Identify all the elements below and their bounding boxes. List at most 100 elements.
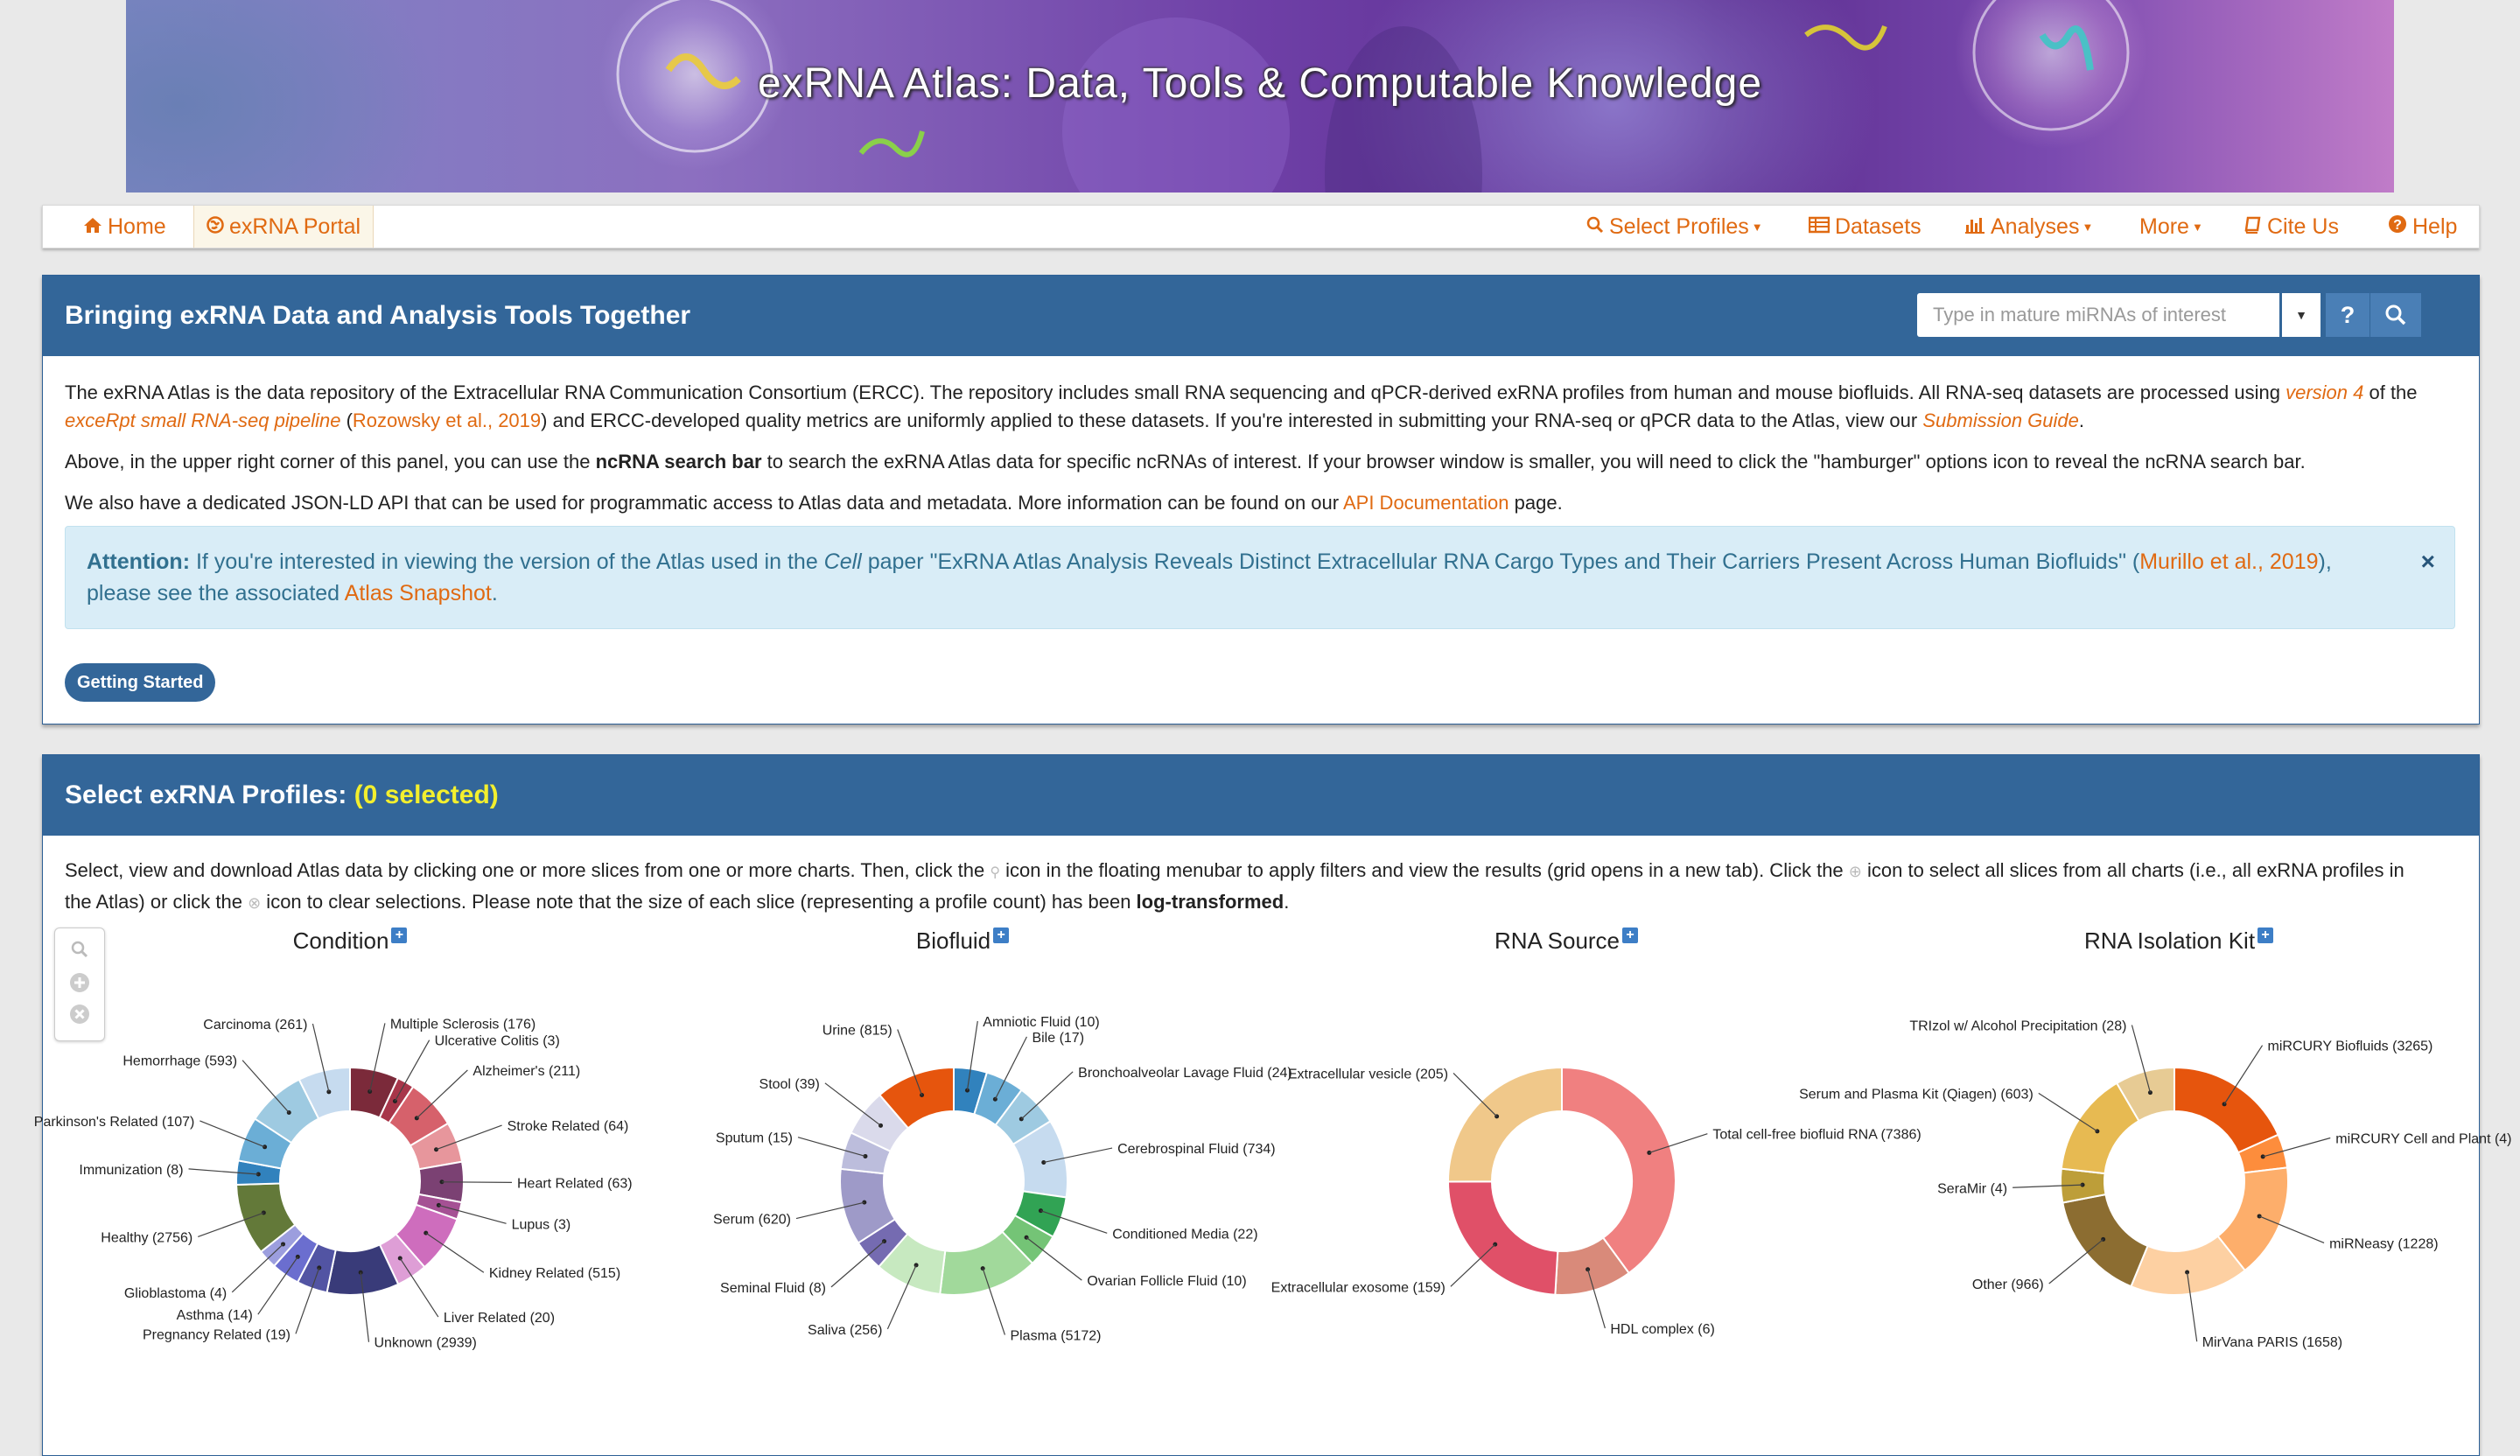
book-icon bbox=[2244, 206, 2262, 248]
text-span: paper "ExRNA Atlas Analysis Reveals Dist… bbox=[861, 550, 2140, 574]
nav-analyses[interactable]: Analyses ▼ bbox=[1964, 206, 2093, 248]
nav-cite-us[interactable]: Cite Us bbox=[2244, 206, 2339, 248]
expand-plus-icon[interactable]: + bbox=[2258, 928, 2274, 943]
text-span: ) and ERCC-developed quality metrics are… bbox=[541, 410, 1923, 431]
text-span: to search the exRNA Atlas data for speci… bbox=[761, 451, 2306, 472]
search-help-button[interactable]: ? bbox=[2326, 293, 2370, 337]
chart-title-text: RNA Isolation Kit bbox=[2083, 928, 2256, 954]
search-help-label: ? bbox=[2340, 302, 2356, 328]
nav-home[interactable]: Home bbox=[83, 206, 166, 248]
text-span: icon to select all slices from all chart… bbox=[1861, 859, 2404, 881]
close-icon[interactable]: × bbox=[2420, 548, 2435, 575]
expand-plus-icon[interactable]: + bbox=[993, 928, 1010, 943]
floating-menubar bbox=[54, 928, 105, 1041]
caret-down-icon: ▼ bbox=[2295, 308, 2307, 322]
text-span: We also have a dedicated JSON-LD API tha… bbox=[65, 492, 1343, 514]
api-documentation-link[interactable]: API Documentation bbox=[1342, 492, 1509, 514]
text-span: . bbox=[2078, 410, 2085, 431]
intro-panel-header: Bringing exRNA Data and Analysis Tools T… bbox=[43, 276, 2479, 356]
expand-plus-icon[interactable]: + bbox=[1622, 928, 1639, 943]
nav-analyses-label: Analyses bbox=[1991, 214, 2080, 239]
nav-select-profiles-label: Select Profiles bbox=[1609, 214, 1749, 239]
text-span: icon in the floating menubar to apply fi… bbox=[1000, 859, 1849, 881]
nav-datasets[interactable]: Datasets bbox=[1808, 206, 1922, 248]
nav-more[interactable]: More ▼ bbox=[2139, 206, 2203, 248]
text-span: of the bbox=[2363, 382, 2418, 403]
search-icon bbox=[1586, 206, 1604, 248]
text-span: page. bbox=[1508, 492, 1563, 514]
nav-exrna-portal-label: exRNA Portal bbox=[229, 214, 361, 239]
text-span: . bbox=[1284, 891, 1290, 913]
excerpt-pipeline-link[interactable]: exceRpt small RNA-seq pipeline bbox=[65, 410, 341, 431]
search-icon bbox=[2384, 304, 2407, 326]
attention-alert: Attention: If you're interested in viewi… bbox=[65, 526, 2455, 629]
intro-paragraph-3: We also have a dedicated JSON-LD API tha… bbox=[65, 489, 2462, 517]
submission-guide-link[interactable]: Submission Guide bbox=[1922, 410, 2079, 431]
intro-panel: Bringing exRNA Data and Analysis Tools T… bbox=[42, 275, 2480, 724]
attention-label: Attention: bbox=[87, 550, 191, 574]
atlas-snapshot-link[interactable]: Atlas Snapshot bbox=[344, 581, 492, 606]
chart-title-text: Biofluid bbox=[915, 928, 991, 954]
murillo-link[interactable]: Murillo et al., 2019 bbox=[2139, 550, 2319, 574]
intro-paragraph-1: The exRNA Atlas is the data repository o… bbox=[65, 379, 2462, 435]
pie-slice-extracellular-vesicle-205[interactable] bbox=[1446, 1066, 1563, 1183]
plus-circle-icon[interactable] bbox=[67, 970, 92, 995]
text-span: icon to clear selections. Please note th… bbox=[261, 891, 1137, 913]
table-icon bbox=[1808, 206, 1830, 248]
nav-help[interactable]: ? Help bbox=[2388, 206, 2457, 248]
nav-exrna-portal[interactable]: exRNA Portal bbox=[193, 206, 374, 248]
search-icon[interactable] bbox=[67, 937, 92, 962]
pie-slice-total-cell-free-biofluid-rna-7386[interactable] bbox=[1561, 1066, 1676, 1275]
search-submit-button[interactable] bbox=[2370, 293, 2421, 337]
text-span: ( bbox=[340, 410, 353, 431]
bold-text: log-transformed bbox=[1136, 891, 1284, 913]
getting-started-button[interactable]: Getting Started bbox=[65, 663, 216, 702]
chart-title-text: RNA Source bbox=[1494, 928, 1620, 954]
chevron-down-icon: ▼ bbox=[1751, 220, 1763, 234]
chart-title-text: Condition bbox=[292, 928, 389, 954]
banner-title: exRNA Atlas: Data, Tools & Computable Kn… bbox=[757, 60, 1763, 107]
selected-count: (0 selected) bbox=[354, 780, 499, 809]
search-dropdown-toggle[interactable]: ▼ bbox=[2282, 293, 2320, 337]
intro-paragraph-2: Above, in the upper right corner of this… bbox=[65, 448, 2462, 476]
profiles-title-text: Select exRNA Profiles: bbox=[65, 780, 347, 809]
text-span: ), bbox=[2318, 550, 2332, 574]
expand-plus-icon[interactable]: + bbox=[391, 928, 408, 943]
mirna-search-placeholder: Type in mature miRNAs of interest bbox=[1933, 304, 2227, 326]
chart-title-condition: Condition + bbox=[262, 928, 438, 955]
nav-home-label: Home bbox=[108, 214, 166, 239]
chevron-down-icon: ▼ bbox=[2191, 220, 2203, 234]
site-banner: exRNA Atlas: Data, Tools & Computable Kn… bbox=[126, 0, 2394, 192]
nav-help-label: Help bbox=[2412, 214, 2458, 239]
home-icon bbox=[83, 206, 102, 248]
version-4-link[interactable]: version 4 bbox=[2286, 382, 2364, 403]
times-circle-icon: ⊗ bbox=[248, 894, 262, 912]
svg-text:?: ? bbox=[2393, 218, 2402, 233]
search-icon: ⚲ bbox=[990, 865, 1001, 880]
nav-more-label: More bbox=[2139, 214, 2189, 239]
nav-cite-us-label: Cite Us bbox=[2267, 214, 2339, 239]
plus-circle-icon: ⊕ bbox=[1848, 863, 1862, 880]
globe-icon bbox=[206, 206, 224, 248]
text-span: the Atlas) or click the bbox=[65, 891, 248, 913]
text-span: Select, view and download Atlas data by … bbox=[65, 859, 990, 881]
banner-artwork bbox=[616, 0, 2130, 192]
top-navbar: Home exRNA Portal Select Profiles ▼ Datas… bbox=[42, 205, 2480, 248]
profiles-panel-header: Select exRNA Profiles: (0 selected) bbox=[43, 755, 2479, 836]
text-span: please see the associated bbox=[87, 581, 345, 606]
intro-panel-title: Bringing exRNA Data and Analysis Tools T… bbox=[65, 301, 691, 330]
times-circle-icon[interactable] bbox=[67, 1002, 92, 1026]
chart-title-biofluid: Biofluid + bbox=[875, 928, 1050, 955]
mirna-search-input[interactable]: Type in mature miRNAs of interest bbox=[1917, 293, 2279, 337]
bold-text: ncRNA search bar bbox=[595, 451, 762, 472]
question-circle-icon: ? bbox=[2388, 206, 2407, 248]
text-span: . bbox=[491, 581, 498, 606]
text-span: If you're interested in viewing the vers… bbox=[190, 550, 824, 574]
nav-select-profiles[interactable]: Select Profiles ▼ bbox=[1586, 206, 1763, 248]
nav-datasets-label: Datasets bbox=[1835, 214, 1922, 239]
rozowsky-link[interactable]: Rozowsky et al., 2019 bbox=[352, 410, 542, 431]
profiles-description: Select, view and download Atlas data by … bbox=[65, 856, 2462, 918]
chart-title-rna-isolation-kit: RNA Isolation Kit + bbox=[2030, 928, 2328, 955]
chart-title-rna-source: RNA Source + bbox=[1444, 928, 1689, 955]
chevron-down-icon: ▼ bbox=[2082, 220, 2094, 234]
